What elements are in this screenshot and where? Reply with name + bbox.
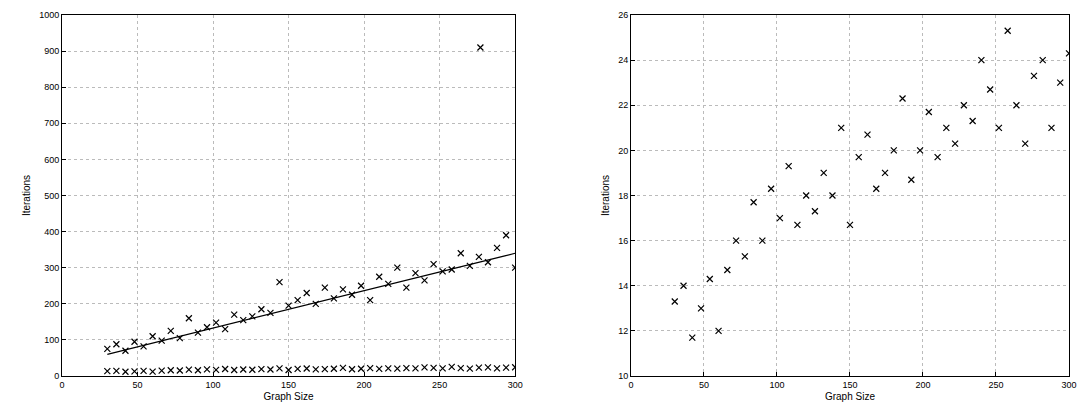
svg-text:24: 24 (618, 55, 628, 65)
svg-text:0: 0 (59, 380, 64, 390)
svg-text:Iterations: Iterations (21, 175, 32, 216)
svg-text:26: 26 (618, 10, 628, 20)
svg-text:14: 14 (618, 281, 628, 291)
svg-text:10: 10 (618, 371, 628, 381)
svg-text:100: 100 (206, 380, 221, 390)
svg-text:250: 250 (988, 380, 1003, 390)
svg-text:12: 12 (618, 326, 628, 336)
svg-text:Graph Size: Graph Size (825, 391, 875, 402)
svg-text:150: 150 (842, 380, 857, 390)
svg-text:600: 600 (44, 155, 59, 165)
svg-text:300: 300 (44, 263, 59, 273)
svg-text:150: 150 (281, 380, 296, 390)
svg-text:0: 0 (628, 380, 633, 390)
svg-text:1000: 1000 (39, 10, 59, 20)
svg-text:200: 200 (915, 380, 930, 390)
svg-text:200: 200 (44, 299, 59, 309)
svg-text:100: 100 (44, 335, 59, 345)
svg-text:200: 200 (357, 380, 372, 390)
svg-text:18: 18 (618, 191, 628, 201)
svg-text:50: 50 (133, 380, 143, 390)
svg-text:16: 16 (618, 236, 628, 246)
svg-text:400: 400 (44, 227, 59, 237)
svg-text:0: 0 (54, 371, 59, 381)
svg-text:500: 500 (44, 191, 59, 201)
svg-text:50: 50 (699, 380, 709, 390)
svg-text:22: 22 (618, 100, 628, 110)
svg-text:Iterations: Iterations (600, 175, 611, 216)
svg-text:300: 300 (1061, 380, 1076, 390)
svg-text:100: 100 (769, 380, 784, 390)
svg-text:700: 700 (44, 118, 59, 128)
svg-text:900: 900 (44, 46, 59, 56)
svg-text:800: 800 (44, 82, 59, 92)
svg-text:Graph Size: Graph Size (264, 391, 314, 402)
svg-text:300: 300 (508, 380, 523, 390)
svg-text:250: 250 (432, 380, 447, 390)
svg-text:20: 20 (618, 146, 628, 156)
